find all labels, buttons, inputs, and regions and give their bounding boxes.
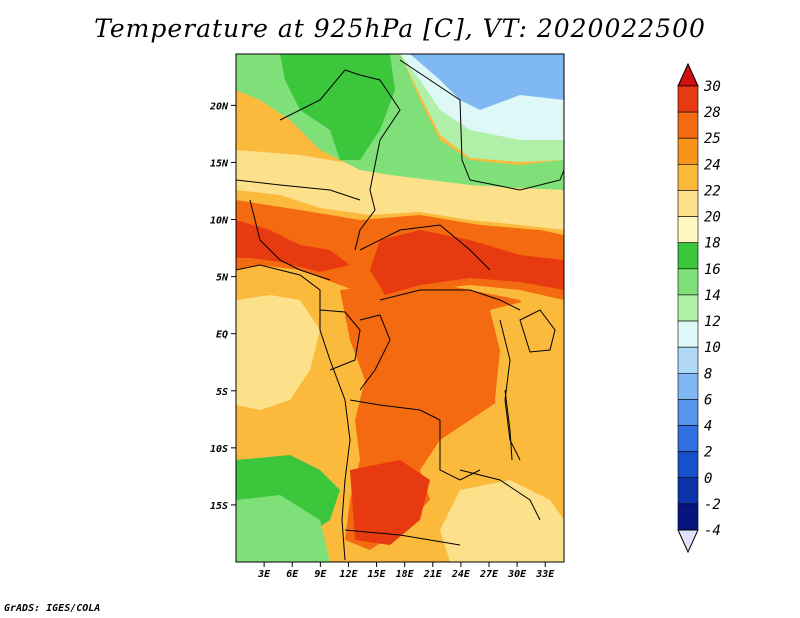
lon-tick-label: 12E	[339, 569, 358, 580]
lat-tick-label: 15N	[210, 158, 229, 169]
lat-tick-label: 20N	[209, 101, 229, 112]
colorbar-label: 24	[704, 157, 721, 173]
colorbar-segment	[677, 425, 699, 452]
colorbar-label: 6	[704, 392, 712, 408]
colorbar-label: 16	[704, 262, 721, 278]
lon-tick-label: 27E	[479, 569, 499, 580]
lon-tick-label: 24E	[451, 569, 471, 580]
lon-tick-label: 30E	[507, 569, 527, 580]
lon-tick-label: 3E	[257, 569, 271, 580]
field-northeast-blue	[410, 54, 564, 110]
colorbar-label: 22	[704, 183, 721, 199]
border-lake-victoria	[519, 309, 556, 353]
border-drc-north	[379, 289, 521, 311]
lat-tick-label: 15S	[210, 501, 228, 512]
border-sahel-south	[236, 179, 361, 201]
lat-tick-label: EQ	[216, 330, 228, 341]
colorbar-segment	[677, 164, 699, 191]
field-west-coast-pale	[236, 295, 320, 410]
field-north-bright-green	[280, 54, 395, 160]
border-angola-north	[349, 399, 441, 421]
colorbar-segment	[677, 268, 699, 296]
field-hot-south	[350, 460, 430, 545]
colorbar-segment	[677, 399, 699, 426]
colorbar-label: 30	[703, 79, 721, 95]
colorbar-label: -4	[704, 523, 721, 539]
colorbar-segment	[677, 190, 699, 217]
field-east-highlands	[490, 300, 564, 480]
colorbar-label: 28	[704, 105, 721, 121]
map-axes: 20N 15N 10N 5N EQ 5S 10S 15S 3E 6E 9E 12E 15E 18E 21E 2…	[209, 101, 555, 580]
border-nigeria	[249, 199, 331, 281]
colorbar-segment	[677, 216, 699, 244]
colorbar-segment	[677, 137, 699, 165]
colorbar-top-arrow	[677, 62, 699, 87]
colorbar-label: 25	[704, 131, 721, 147]
field-hot-west	[236, 220, 350, 272]
colorbar-label: -2	[704, 497, 721, 513]
border-gabon	[319, 309, 361, 371]
field-sahel-band	[236, 150, 564, 230]
colorbar-label: 18	[704, 236, 721, 252]
lat-tick-label: 10S	[210, 444, 228, 455]
border-congo	[359, 314, 391, 391]
colorbar-segment	[677, 477, 699, 505]
border-angola-namibia	[344, 529, 461, 546]
grads-credit: GrADS: IGES/COLA	[4, 603, 101, 614]
border-east	[499, 319, 521, 461]
lat-tick-label: 5S	[216, 387, 228, 398]
colorbar-segment	[677, 294, 699, 322]
lon-tick-label: 9E	[314, 569, 327, 580]
lon-tick-label: 6E	[286, 569, 299, 580]
border-car	[359, 224, 491, 271]
border-algeria-libya	[279, 69, 401, 141]
border-lake-tanganyika	[504, 389, 513, 461]
coastline-west	[236, 264, 351, 561]
colorbar-segment	[677, 451, 699, 479]
colorbar-label: 8	[704, 366, 712, 382]
lon-tick-label: 33E	[535, 569, 555, 580]
colorbar-segment	[677, 242, 699, 270]
border-libya-egypt	[399, 59, 471, 181]
lon-tick-label: 15E	[368, 569, 387, 580]
field-hottest-core	[370, 230, 564, 295]
colorbar-segment	[677, 85, 699, 113]
colorbar-label: 14	[704, 288, 721, 304]
colorbar-label: 20	[704, 210, 721, 226]
border-sudan-ethiopia	[469, 169, 564, 191]
map-frame	[235, 53, 565, 563]
colorbar-label: 0	[704, 471, 712, 487]
colorbar-segment	[677, 503, 699, 531]
colorbar-segment	[677, 320, 699, 348]
country-borders	[236, 59, 564, 561]
colorbar-label: 10	[704, 340, 721, 356]
border-chad-sudan	[354, 139, 381, 251]
border-zambia	[459, 469, 541, 521]
field-southeast-pale	[440, 480, 564, 562]
lat-tick-label: 10N	[210, 216, 229, 227]
field-southwest-light	[236, 495, 330, 562]
temperature-field	[236, 54, 564, 562]
colorbar-label: 12	[704, 314, 721, 330]
colorbar-segment	[677, 346, 699, 374]
colorbar-label: 4	[704, 419, 712, 435]
map-title: Temperature at 925hPa [C], VT: 202002250…	[94, 14, 706, 43]
lon-tick-label: 18E	[396, 569, 415, 580]
colorbar-segment	[677, 372, 699, 400]
lat-tick-label: 5N	[216, 273, 229, 284]
lon-tick-label: 21E	[423, 569, 443, 580]
colorbar-segment	[677, 111, 699, 139]
colorbar-label: 2	[704, 445, 712, 461]
colorbar-bottom-arrow	[677, 529, 699, 554]
border-angola-drc	[439, 420, 481, 481]
